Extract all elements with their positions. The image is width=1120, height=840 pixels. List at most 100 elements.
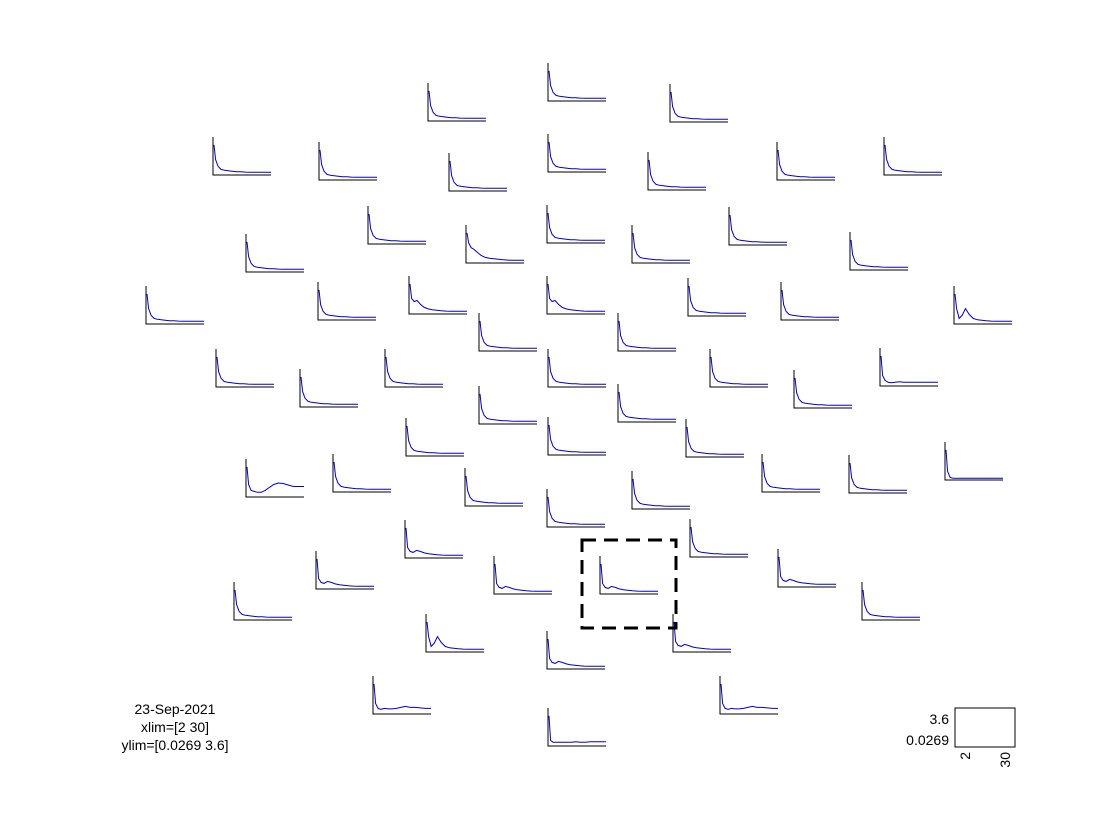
- channel-panel: [464, 468, 523, 507]
- panel-trace: [216, 356, 274, 385]
- panel-axes: [546, 631, 605, 670]
- panel-trace: [632, 478, 690, 507]
- panel-trace: [648, 159, 706, 188]
- panel-trace: [670, 91, 728, 120]
- panel-trace: [548, 70, 606, 99]
- panel-axes: [647, 152, 706, 191]
- channel-panel: [299, 369, 358, 408]
- panel-trace: [300, 376, 358, 405]
- channel-panel: [318, 142, 377, 181]
- panel-axes: [617, 313, 676, 352]
- panel-axes: [245, 459, 304, 498]
- channel-panel: [547, 417, 606, 456]
- panel-trace: [945, 449, 1003, 479]
- channel-panel: [848, 455, 907, 494]
- channel-panel: [776, 142, 835, 181]
- panel-axes: [367, 206, 426, 245]
- scale-key-xmin: 2: [957, 752, 973, 760]
- panel-trace: [778, 556, 836, 585]
- panel-axes: [879, 348, 938, 387]
- panel-trace: [426, 621, 484, 650]
- panel-trace: [465, 475, 523, 504]
- channel-panel: [145, 286, 204, 325]
- panel-axes: [953, 286, 1012, 325]
- panel-trace: [547, 212, 605, 241]
- panel-axes: [372, 676, 431, 715]
- panel-axes: [478, 313, 537, 352]
- panel-trace: [409, 283, 467, 312]
- panel-axes: [317, 282, 376, 321]
- channel-panel: [617, 384, 676, 423]
- channel-panel: [215, 349, 274, 388]
- channel-panel: [547, 708, 606, 747]
- channel-panel: [883, 137, 942, 176]
- channel-panel: [647, 152, 706, 191]
- channel-panel: [493, 556, 552, 595]
- panel-trace: [428, 90, 486, 119]
- panel-axes: [547, 63, 606, 102]
- panel-trace: [479, 393, 537, 422]
- panel-trace: [710, 356, 768, 385]
- panel-trace: [319, 149, 377, 178]
- panel-grid: [145, 63, 1012, 747]
- channel-panel: [944, 442, 1003, 481]
- panel-trace: [632, 232, 690, 261]
- scale-key-ymax: 3.6: [930, 711, 950, 727]
- panel-axes: [212, 137, 271, 176]
- panel-trace: [146, 293, 204, 322]
- panel-axes: [689, 519, 748, 558]
- panel-axes: [425, 614, 484, 653]
- panel-trace: [373, 683, 431, 710]
- channel-panel: [953, 286, 1012, 325]
- panel-axes: [631, 225, 690, 264]
- scale-key: 3.6 0.0269 2 30: [906, 707, 1016, 768]
- panel-axes: [780, 282, 839, 321]
- channel-panel: [617, 313, 676, 352]
- panel-axes: [427, 83, 486, 122]
- panel-trace: [880, 355, 938, 384]
- panel-trace: [385, 356, 443, 385]
- channel-panel: [233, 582, 292, 621]
- panel-trace: [547, 496, 605, 525]
- panel-trace: [862, 589, 920, 618]
- panel-trace: [673, 621, 731, 650]
- channel-panel: [245, 234, 304, 273]
- panel-axes: [299, 369, 358, 408]
- channel-panel: [672, 614, 731, 653]
- panel-trace: [316, 558, 374, 587]
- panel-trace: [466, 232, 524, 261]
- panel-axes: [478, 386, 537, 425]
- channel-panel: [685, 419, 744, 458]
- channel-panel: [384, 349, 443, 388]
- panel-trace: [405, 527, 463, 556]
- panel-axes: [848, 455, 907, 494]
- panel-trace: [333, 461, 391, 490]
- panel-axes: [245, 234, 304, 273]
- panel-trace: [762, 461, 820, 490]
- panel-axes: [408, 276, 467, 315]
- panel-trace: [406, 425, 464, 454]
- panel-axes: [546, 489, 605, 528]
- panel-trace: [547, 638, 605, 667]
- panel-axes: [332, 454, 391, 493]
- panel-trace: [246, 466, 304, 493]
- channel-panel: [427, 83, 486, 122]
- xlim-label: xlim=[2 30]: [140, 719, 210, 735]
- panel-trace: [729, 214, 787, 243]
- channel-panel: [404, 520, 463, 559]
- channel-panel: [849, 232, 908, 271]
- panel-axes: [547, 134, 606, 173]
- channel-panel: [709, 349, 768, 388]
- channel-panel: [879, 348, 938, 387]
- panel-axes: [776, 142, 835, 181]
- panel-axes: [546, 205, 605, 244]
- info-text: 23-Sep-2021 xlim=[2 30] ylim=[0.0269 3.6…: [100, 700, 250, 754]
- panel-trace: [618, 391, 676, 420]
- panel-axes: [777, 549, 836, 588]
- channel-panel: [780, 282, 839, 321]
- channel-panel: [631, 471, 690, 510]
- ylim-label: ylim=[0.0269 3.6]: [121, 737, 229, 753]
- channel-panel: [547, 63, 606, 102]
- panel-trace: [690, 526, 748, 555]
- panel-axes: [617, 384, 676, 423]
